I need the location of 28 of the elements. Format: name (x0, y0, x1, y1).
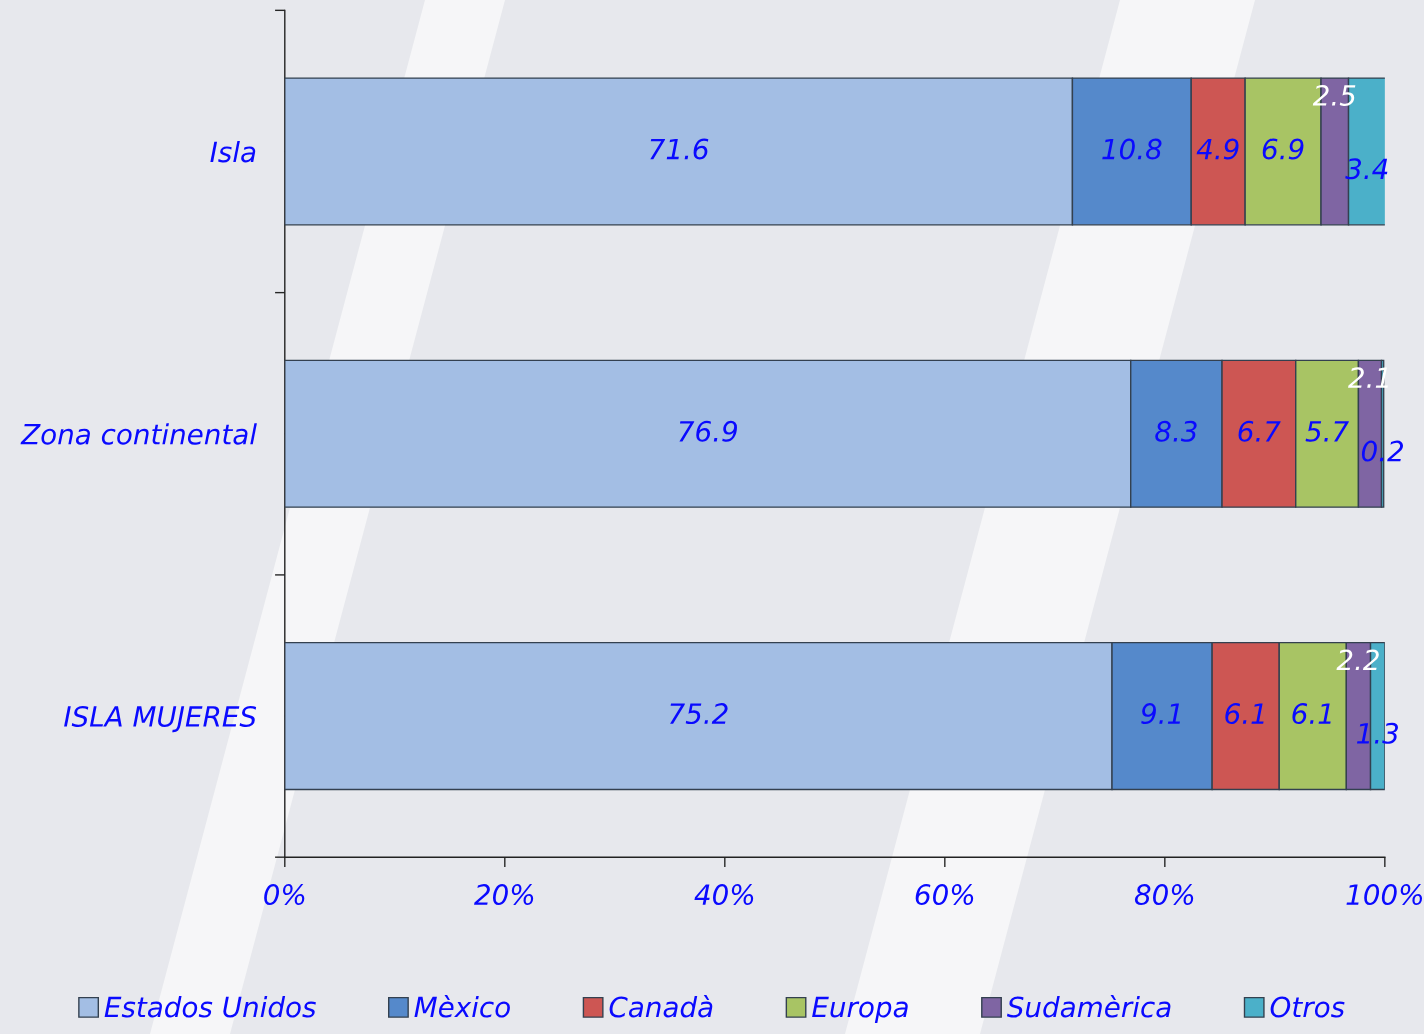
data-label: 0.2 (1361, 440, 1404, 462)
y-tick-label: Isla (210, 140, 256, 163)
legend-label: Europa (812, 996, 908, 1023)
data-label: 75.2 (670, 703, 728, 725)
x-tick-label: 40% (694, 884, 754, 906)
y-tick-label: Zona continental (20, 423, 257, 445)
legend-label: Estados Unidos (104, 996, 316, 1018)
data-label: 71.6 (650, 138, 709, 160)
data-label: 9.1 (1141, 703, 1180, 725)
data-label: 6.1 (1292, 703, 1331, 725)
data-label: 5.7 (1305, 421, 1349, 442)
x-tick-label: 60% (915, 884, 974, 906)
data-label: 6.7 (1238, 420, 1281, 442)
data-label: 6.9 (1262, 138, 1304, 160)
x-tick-label: 80% (1134, 884, 1194, 906)
data-label: 6.1 (1225, 703, 1264, 725)
data-label: 8.3 (1155, 420, 1197, 442)
legend-label: Canadà (609, 994, 713, 1018)
legend-label: Sudamèrica (1006, 994, 1171, 1018)
data-label: 10.8 (1102, 138, 1162, 160)
legend-label: Otros (1270, 996, 1345, 1018)
legend-label: Mèxico (414, 994, 510, 1018)
x-tick-label: 20% (474, 884, 534, 906)
y-tick-label: ISLA MUJERES (64, 705, 257, 733)
data-label: 76.9 (679, 420, 737, 442)
data-label: 4.9 (1196, 138, 1239, 160)
x-tick-label: 0% (264, 884, 305, 906)
x-tick-label: 100% (1346, 884, 1423, 906)
